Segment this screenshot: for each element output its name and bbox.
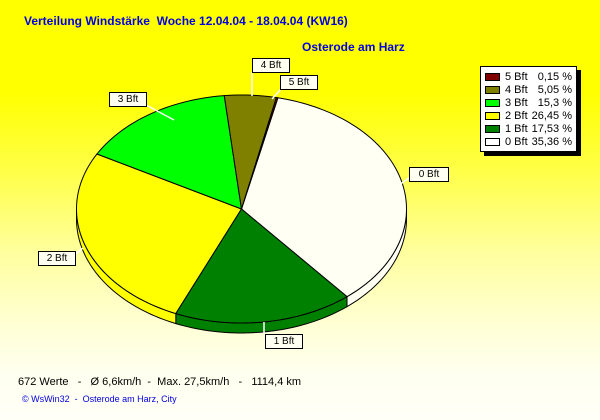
slice-label-0bft: 0 Bft xyxy=(409,167,449,182)
page-title: Verteilung Windstärke Woche 12.04.04 - 1… xyxy=(24,14,348,28)
slice-label-1bft: 1 Bft xyxy=(265,334,303,349)
legend-swatch-5bft xyxy=(485,72,500,81)
copyright-line: © WsWin32 - Osterode am Harz, City xyxy=(22,394,177,404)
legend-label: 1 Bft xyxy=(505,122,528,135)
legend-label: 3 Bft xyxy=(505,96,528,109)
legend-swatch-2bft xyxy=(485,111,500,120)
legend-swatch-4bft xyxy=(485,85,500,94)
legend-value: 17,53 % xyxy=(531,122,572,135)
legend-value: 26,45 % xyxy=(531,109,572,122)
legend-value: 0,15 % xyxy=(537,70,572,83)
leader-line xyxy=(75,247,84,255)
legend-item: 1 Bft 17,53 % xyxy=(485,122,572,135)
legend-item: 4 Bft 5,05 % xyxy=(485,83,572,96)
stats-line: 672 Werte - Ø 6,6km/h - Max. 27,5km/h - … xyxy=(18,376,302,388)
leader-line xyxy=(271,88,282,100)
pie-slice-1-bft xyxy=(175,208,348,324)
legend-item: 3 Bft 15,3 % xyxy=(485,96,572,109)
leader-line xyxy=(398,177,410,186)
legend-label: 2 Bft xyxy=(505,109,528,122)
legend-label: 4 Bft xyxy=(505,83,528,96)
slice-label-3bft: 3 Bft xyxy=(109,92,147,107)
legend-value: 35,36 % xyxy=(531,135,572,148)
legend-swatch-1bft xyxy=(485,124,500,133)
leader-line xyxy=(145,104,175,121)
pie-slice-5-bft xyxy=(241,97,279,210)
pie-slice-2-bft xyxy=(76,153,243,315)
pie-slice-3-bft xyxy=(96,95,243,210)
legend-value: 5,05 % xyxy=(537,83,572,96)
slice-label-2bft: 2 Bft xyxy=(38,251,76,266)
legend-label: 0 Bft xyxy=(505,135,528,148)
legend-swatch-0bft xyxy=(485,137,500,146)
legend: 5 Bft 0,15 % 4 Bft 5,05 % 3 Bft 15,3 % 2… xyxy=(480,66,577,152)
legend-swatch-3bft xyxy=(485,98,500,107)
station-name: Osterode am Harz xyxy=(302,40,405,54)
legend-item: 2 Bft 26,45 % xyxy=(485,109,572,122)
slice-label-5bft: 5 Bft xyxy=(280,75,318,90)
legend-label: 5 Bft xyxy=(505,70,528,83)
legend-item: 0 Bft 35,36 % xyxy=(485,135,572,148)
legend-value: 15,3 % xyxy=(537,96,572,109)
legend-item: 5 Bft 0,15 % xyxy=(485,70,572,83)
slice-label-4bft: 4 Bft xyxy=(252,58,290,73)
